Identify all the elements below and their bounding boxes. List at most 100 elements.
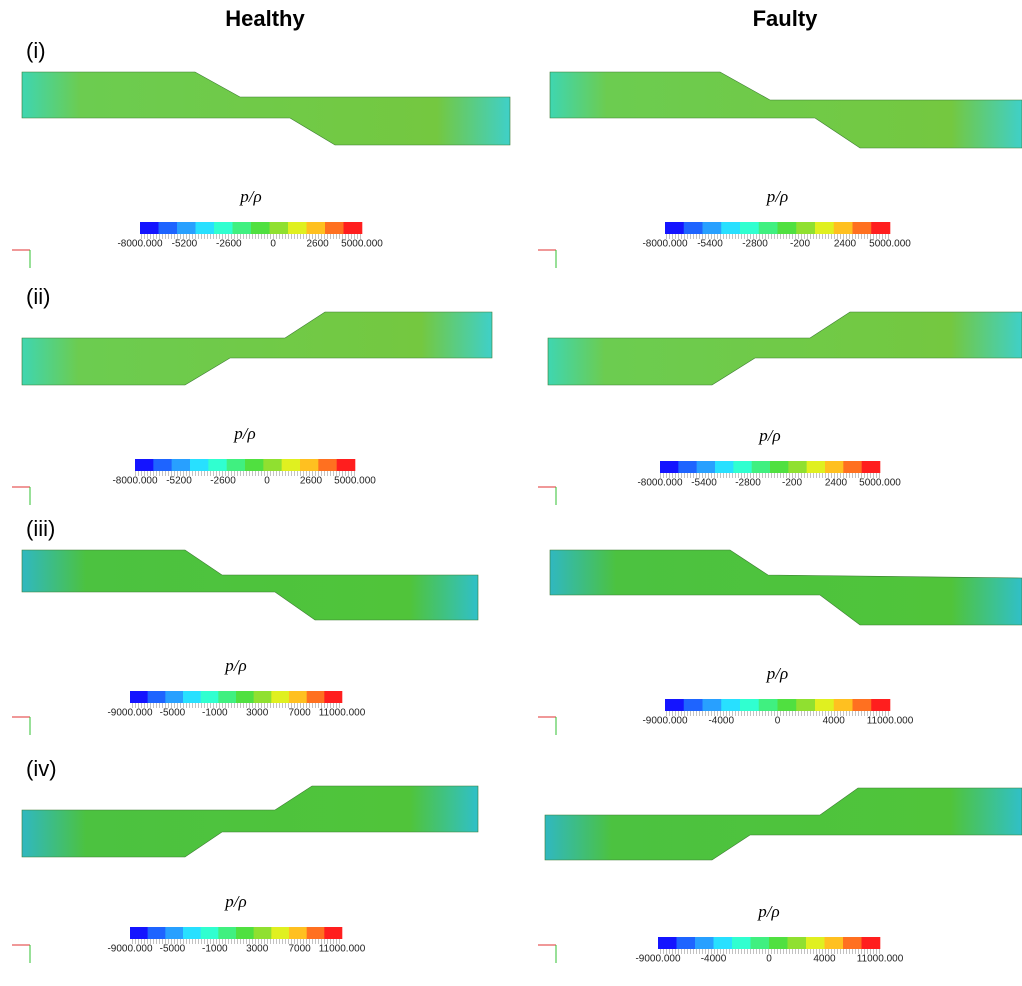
colorbar-segment <box>777 222 797 234</box>
colorbar-tick-label: 3000 <box>246 944 269 955</box>
colorbar-tick-label: -200 <box>782 478 802 489</box>
colorbar-tick-label: -5000 <box>160 944 186 955</box>
colorbar-segment <box>245 459 264 471</box>
colorbar-segment <box>660 461 679 473</box>
colorbar-tick-label: 5000.000 <box>869 239 911 250</box>
colorbar-minor-ticks <box>130 703 342 708</box>
colorbar-segment <box>833 222 853 234</box>
colorbar-segment <box>796 699 816 711</box>
colorbar-segment <box>843 461 862 473</box>
legend-title: p/ρ <box>224 892 246 911</box>
colorbar-tick-label: -5400 <box>691 478 717 489</box>
colorbar-tick-label: -4000 <box>708 716 734 727</box>
colorbar-segment <box>806 461 826 473</box>
colorbar-segment <box>263 459 282 471</box>
legend-title: p/ρ <box>766 187 788 206</box>
colorbar-segment <box>177 222 196 234</box>
colorbar-segment <box>715 461 734 473</box>
colorbar-segment <box>678 461 697 473</box>
colorbar-tick-label: 0 <box>775 716 781 727</box>
colorbar-segment <box>733 461 752 473</box>
colorbar-segment <box>777 699 797 711</box>
colorbar-segment <box>195 222 215 234</box>
legend-title: p/ρ <box>758 426 780 445</box>
colorbar-segment <box>147 927 166 939</box>
column-header: Faulty <box>753 6 819 31</box>
colorbar-segment <box>758 222 778 234</box>
colorbar-tick-label: 11000.000 <box>857 954 904 965</box>
colorbar-tick-label: 2600 <box>306 239 329 250</box>
colorbar-segment <box>702 222 722 234</box>
colorbar-segment <box>751 461 771 473</box>
colorbar-segment <box>183 927 201 939</box>
colorbar-segment <box>770 461 789 473</box>
colorbar-tick-label: -8000.000 <box>642 239 687 250</box>
colorbar-tick-label: 5000.000 <box>341 239 383 250</box>
colorbar-segment <box>289 927 307 939</box>
colorbar-segment <box>696 461 716 473</box>
colorbar-segment <box>140 222 159 234</box>
colorbar-tick-label: -9000.000 <box>642 716 687 727</box>
colorbar-minor-ticks <box>140 234 362 239</box>
colorbar-tick-label: 3000 <box>246 708 269 719</box>
colorbar-segment <box>324 927 343 939</box>
colorbar-segment <box>740 699 760 711</box>
colorbar-segment <box>183 691 201 703</box>
column-header: Healthy <box>225 6 305 31</box>
colorbar-segment <box>218 691 237 703</box>
colorbar-segment <box>343 222 363 234</box>
colorbar-segment <box>200 691 219 703</box>
colorbar-segment <box>665 699 685 711</box>
colorbar-tick-label: -5400 <box>697 239 723 250</box>
colorbar-segment <box>695 937 714 949</box>
colorbar-segment <box>251 222 270 234</box>
colorbar-segment <box>852 699 872 711</box>
colorbar-segment <box>269 222 289 234</box>
colorbar-segment <box>721 699 741 711</box>
legend-title: p/ρ <box>224 656 246 675</box>
colorbar-tick-label: -200 <box>790 239 810 250</box>
legend-title: p/ρ <box>233 424 255 443</box>
colorbar-segment <box>721 222 741 234</box>
colorbar-tick-label: 7000 <box>288 944 311 955</box>
colorbar-segment <box>750 937 770 949</box>
pipe-contour <box>549 549 1022 626</box>
pipe-contour <box>21 71 511 146</box>
colorbar-minor-ticks <box>135 471 355 476</box>
colorbar-tick-label: 11000.000 <box>319 944 366 955</box>
colorbar-segment <box>815 222 835 234</box>
colorbar-segment <box>758 699 778 711</box>
pipe-contour <box>549 71 1022 149</box>
colorbar-minor-ticks <box>665 711 890 716</box>
colorbar-segment <box>306 222 326 234</box>
colorbar-segment <box>165 927 184 939</box>
colorbar-segment <box>153 459 172 471</box>
row-label: (iv) <box>26 756 57 781</box>
colorbar-tick-label: 7000 <box>288 708 311 719</box>
colorbar-minor-ticks <box>658 949 880 954</box>
colorbar-segment <box>815 699 835 711</box>
pipe-contour <box>547 311 1022 386</box>
colorbar-tick-label: -9000.000 <box>107 944 152 955</box>
colorbar-segment <box>271 691 290 703</box>
colorbar-tick-label: 5000.000 <box>334 476 376 487</box>
colorbar-segment <box>658 937 677 949</box>
colorbar-segment <box>236 691 254 703</box>
colorbar-segment <box>232 222 252 234</box>
colorbar-tick-label: 11000.000 <box>867 716 914 727</box>
colorbar-segment <box>843 937 862 949</box>
colorbar-segment <box>769 937 788 949</box>
colorbar-segment <box>861 461 881 473</box>
colorbar-segment <box>825 461 844 473</box>
colorbar-segment <box>165 691 184 703</box>
colorbar-tick-label: -5200 <box>172 239 198 250</box>
colorbar-tick-label: 2400 <box>834 239 857 250</box>
colorbar-tick-label: 4000 <box>823 716 846 727</box>
colorbar-segment <box>324 691 343 703</box>
colorbar-tick-label: 4000 <box>813 954 836 965</box>
colorbar-tick-label: -2600 <box>210 476 236 487</box>
colorbar-segment <box>306 927 325 939</box>
colorbar-minor-ticks <box>665 234 890 239</box>
colorbar-tick-label: -4000 <box>701 954 727 965</box>
